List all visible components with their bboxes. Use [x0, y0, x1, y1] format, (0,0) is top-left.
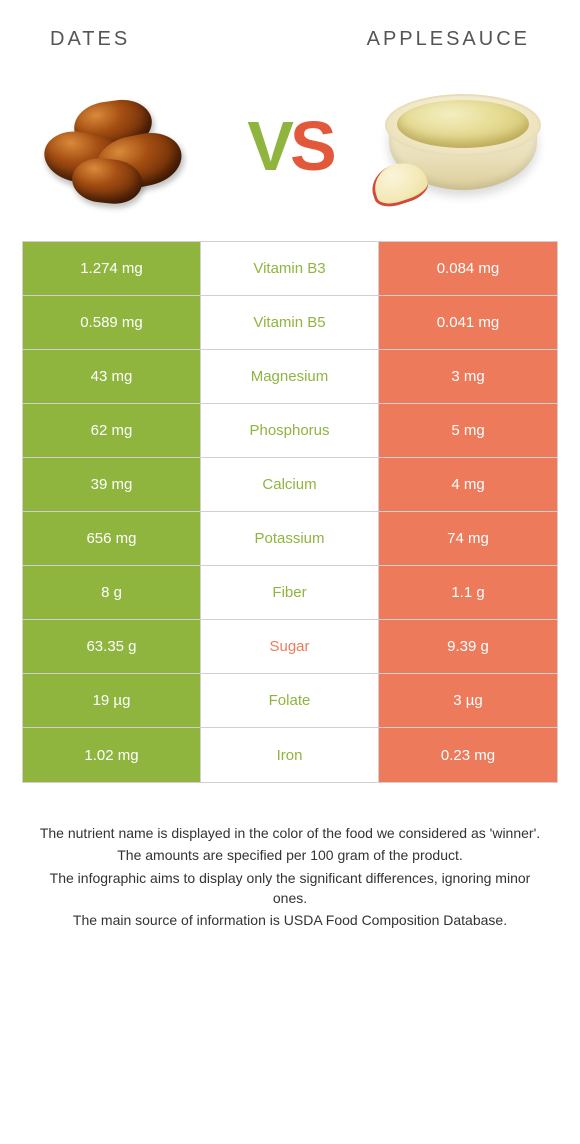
vs-s: S [290, 106, 333, 186]
nutrient-label: Calcium [201, 458, 379, 511]
nutrient-row: 39 mgCalcium4 mg [23, 458, 557, 512]
dates-image [24, 81, 214, 211]
title-right: Applesauce [367, 28, 530, 51]
value-left: 43 mg [23, 350, 201, 403]
nutrient-row: 656 mgPotassium74 mg [23, 512, 557, 566]
nutrient-label: Phosphorus [201, 404, 379, 457]
value-right: 3 µg [379, 674, 557, 727]
value-right: 74 mg [379, 512, 557, 565]
footer-notes: The nutrient name is displayed in the co… [0, 783, 580, 930]
value-right: 0.084 mg [379, 242, 557, 295]
hero-row: V S [0, 61, 580, 241]
nutrient-row: 63.35 gSugar9.39 g [23, 620, 557, 674]
applesauce-image [366, 81, 556, 211]
footer-line: The amounts are specified per 100 gram o… [34, 845, 546, 865]
nutrient-label: Vitamin B3 [201, 242, 379, 295]
value-left: 0.589 mg [23, 296, 201, 349]
value-left: 39 mg [23, 458, 201, 511]
value-left: 656 mg [23, 512, 201, 565]
vs-label: V S [247, 106, 332, 186]
header: Dates Applesauce [0, 0, 580, 61]
nutrient-table: 1.274 mgVitamin B30.084 mg0.589 mgVitami… [22, 241, 558, 783]
nutrient-row: 19 µgFolate3 µg [23, 674, 557, 728]
value-left: 1.02 mg [23, 728, 201, 782]
footer-line: The nutrient name is displayed in the co… [34, 823, 546, 843]
nutrient-label: Vitamin B5 [201, 296, 379, 349]
value-right: 0.23 mg [379, 728, 557, 782]
nutrient-row: 62 mgPhosphorus5 mg [23, 404, 557, 458]
value-right: 0.041 mg [379, 296, 557, 349]
nutrient-row: 0.589 mgVitamin B50.041 mg [23, 296, 557, 350]
nutrient-row: 1.02 mgIron0.23 mg [23, 728, 557, 782]
nutrient-label: Fiber [201, 566, 379, 619]
value-left: 62 mg [23, 404, 201, 457]
nutrient-label: Potassium [201, 512, 379, 565]
value-left: 1.274 mg [23, 242, 201, 295]
nutrient-row: 1.274 mgVitamin B30.084 mg [23, 242, 557, 296]
value-right: 9.39 g [379, 620, 557, 673]
footer-line: The infographic aims to display only the… [34, 868, 546, 909]
nutrient-label: Magnesium [201, 350, 379, 403]
nutrient-label: Sugar [201, 620, 379, 673]
vs-v: V [247, 106, 290, 186]
value-left: 63.35 g [23, 620, 201, 673]
value-right: 1.1 g [379, 566, 557, 619]
title-left: Dates [50, 28, 130, 51]
value-right: 5 mg [379, 404, 557, 457]
nutrient-label: Folate [201, 674, 379, 727]
nutrient-row: 8 gFiber1.1 g [23, 566, 557, 620]
value-right: 3 mg [379, 350, 557, 403]
value-left: 8 g [23, 566, 201, 619]
value-left: 19 µg [23, 674, 201, 727]
nutrient-row: 43 mgMagnesium3 mg [23, 350, 557, 404]
nutrient-label: Iron [201, 728, 379, 782]
value-right: 4 mg [379, 458, 557, 511]
footer-line: The main source of information is USDA F… [34, 910, 546, 930]
